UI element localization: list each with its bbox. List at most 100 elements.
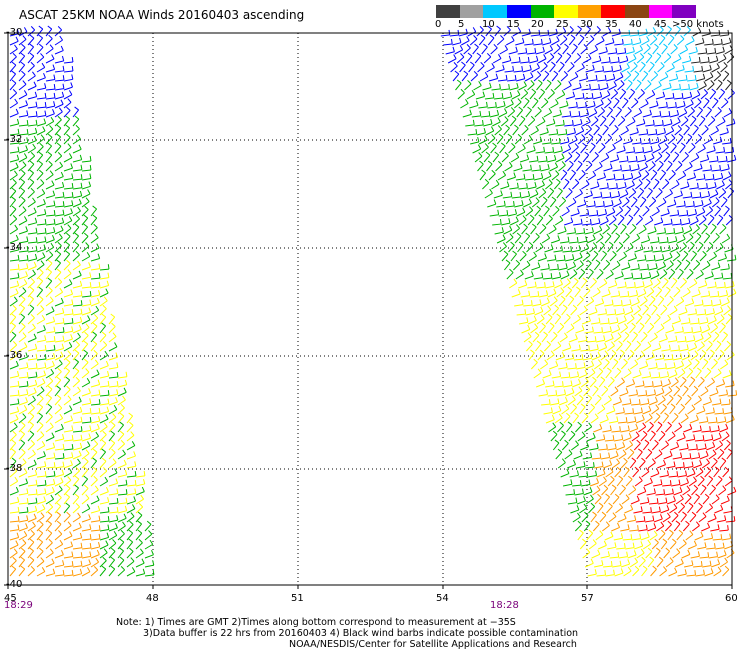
wind-barb [63,484,71,496]
wind-barb [698,317,709,325]
wind-barb [488,169,496,181]
wind-barb [713,368,722,379]
wind-barb [452,70,460,82]
wind-barb [63,216,73,226]
wind-barb [534,306,544,316]
wind-barb [674,227,684,235]
wind-barb [710,29,721,37]
wind-barb [504,65,515,73]
wind-barb [99,331,107,343]
wind-barb [716,379,726,388]
wind-barb [647,322,655,334]
wind-barb [697,143,706,154]
wind-barb [27,521,36,532]
wind-barb [575,228,586,235]
wind-barb [689,115,697,127]
wind-barb [626,314,635,325]
wind-barb [63,511,71,523]
wind-barb [498,210,509,217]
wind-barb [672,117,681,127]
wind-barb [521,124,529,136]
wind-barb [584,422,593,433]
wind-barb [27,143,36,154]
wind-barb [622,398,632,406]
wind-barb [495,64,505,73]
wind-barb [507,209,518,217]
wind-barb [580,377,589,388]
wind-barb [681,351,691,361]
wind-barb [72,115,80,127]
wind-barb [18,287,27,298]
wind-barb [630,263,640,271]
wind-barb [477,61,485,73]
wind-barb [492,54,502,64]
wind-barb [18,530,28,541]
wind-barb [508,46,518,55]
wind-barb [90,457,97,469]
wind-barb [626,180,635,190]
wind-barb [529,55,539,64]
wind-barb [99,548,108,559]
wind-barb [577,335,588,343]
wind-barb [63,521,72,532]
wind-barb [592,520,600,532]
wind-barb [582,151,590,163]
wind-barb [699,349,707,361]
wind-barb [667,134,676,145]
wind-barb [18,332,27,343]
wind-barb [9,224,19,235]
legend-label-10: 10 [482,19,495,30]
wind-barb [144,520,152,532]
wind-barb [633,205,640,217]
wind-barb [650,565,657,577]
wind-barb [642,205,650,217]
wind-barb [36,286,44,298]
wind-barb [18,137,29,145]
wind-barb [664,188,673,199]
wind-barb [668,268,676,280]
wind-barb [27,497,38,505]
wind-barb [657,160,664,172]
wind-barb [90,340,98,352]
wind-barb [63,279,73,289]
wind-barb [536,378,546,388]
wind-barb [600,318,610,325]
wind-barb [90,305,100,316]
wind-barb [72,290,83,298]
wind-barb [27,513,37,523]
wind-barb [609,154,620,163]
wind-barb [63,133,71,145]
wind-barb [576,394,584,406]
wind-barb [530,29,541,37]
wind-barb [648,161,656,172]
wind-barb [710,126,719,136]
wind-barb [725,380,735,388]
wind-barb [699,552,710,559]
wind-barb [117,521,126,532]
wind-barb [604,98,612,109]
wind-barb [18,100,28,109]
wind-barb [679,277,687,289]
wind-barb [54,287,64,298]
wind-barb [45,296,54,307]
wind-barb [643,245,653,253]
wind-barb [563,412,571,424]
wind-barb [706,47,717,55]
wind-barb [9,89,18,100]
wind-barb [501,250,509,262]
wind-barb [717,253,727,262]
wind-barb [45,210,56,217]
wind-barb [552,109,562,118]
wind-barb [598,342,608,352]
wind-barb [536,314,545,325]
wind-barb [634,146,645,154]
wind-barb [635,79,642,91]
wind-barb [624,504,634,514]
wind-barb [637,486,647,496]
wind-barb [505,99,514,109]
wind-barb [81,475,89,487]
wind-barb [36,228,47,235]
wind-barb [527,214,535,226]
wind-barb [596,36,605,46]
wind-barb [456,53,465,64]
